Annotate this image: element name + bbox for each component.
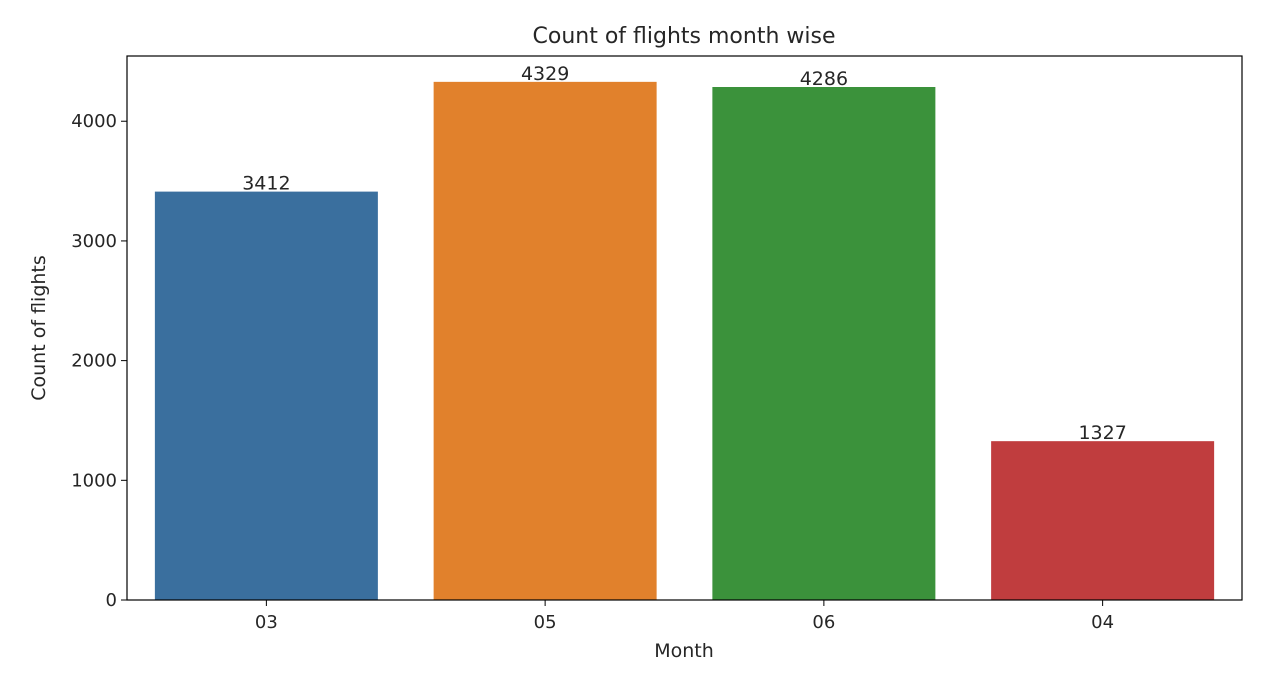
- x-tick-label: 06: [812, 612, 835, 633]
- bar-03: [154, 191, 378, 600]
- data-labels-layer: 3412 4329 4286 1327: [242, 63, 1127, 444]
- bar-05: [433, 81, 657, 601]
- data-label-03: 3412: [242, 173, 290, 195]
- y-tick-label: 3000: [71, 231, 117, 252]
- y-tick-label: 0: [106, 590, 117, 611]
- chart-title: Count of flights month wise: [533, 24, 836, 49]
- x-axis-label: Month: [654, 640, 714, 662]
- y-axis-label: Count of flights: [28, 255, 50, 401]
- bar-06: [712, 87, 936, 600]
- y-tick-label: 1000: [71, 470, 117, 491]
- y-tick-label: 4000: [71, 111, 117, 132]
- x-axis: 03 05 06 04: [255, 600, 1114, 633]
- plot-frame: [126, 55, 1243, 601]
- y-axis: 0 1000 2000 3000 4000: [71, 111, 127, 611]
- x-tick-label: 05: [534, 612, 557, 633]
- data-label-05: 4329: [521, 63, 569, 85]
- data-label-04: 1327: [1078, 422, 1126, 444]
- bars-layer: [154, 81, 1215, 601]
- bar-04: [991, 441, 1215, 600]
- x-tick-label: 03: [255, 612, 278, 633]
- x-tick-label: 04: [1091, 612, 1114, 633]
- data-label-06: 4286: [800, 68, 848, 90]
- y-tick-label: 2000: [71, 351, 117, 372]
